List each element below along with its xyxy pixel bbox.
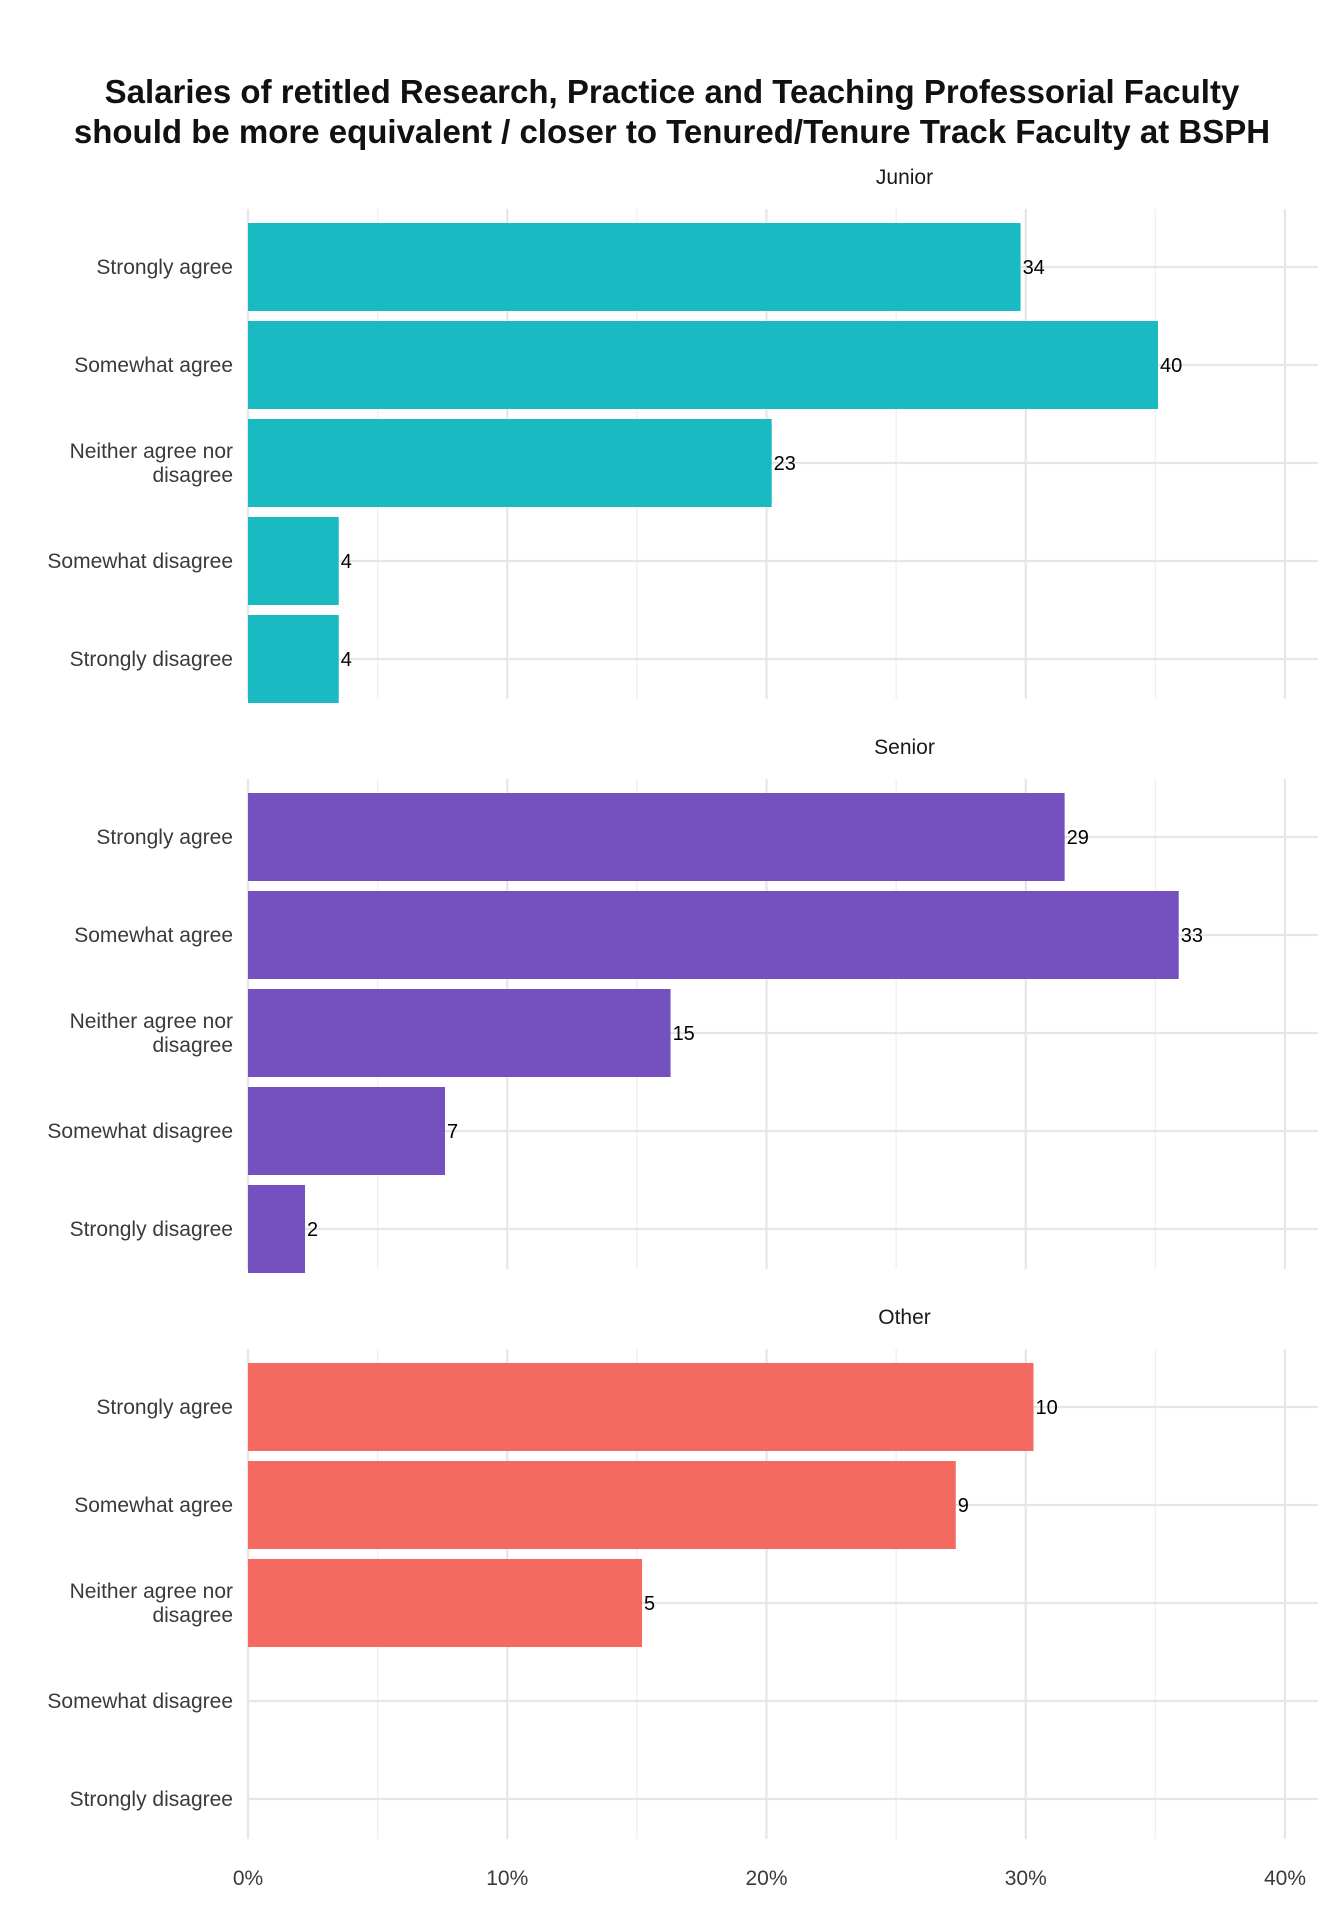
data-label-junior-0: 34 (1023, 257, 1045, 279)
data-label-junior-1: 40 (1160, 355, 1182, 377)
data-label-junior-3: 4 (341, 551, 352, 573)
category-label-line: Somewhat agree (74, 354, 233, 377)
bar-junior-4 (248, 615, 339, 703)
category-label-senior-4: Strongly disagree (70, 1218, 233, 1241)
category-label-line: Strongly agree (96, 1396, 233, 1419)
data-label-senior-0: 29 (1067, 827, 1089, 849)
chart-title: Salaries of retitled Research, Practice … (0, 72, 1344, 152)
bar-other-1 (248, 1461, 956, 1549)
category-label-senior-3: Somewhat disagree (47, 1120, 233, 1143)
data-label-other-0: 10 (1036, 1397, 1058, 1419)
category-label-junior-0: Strongly agree (96, 256, 233, 279)
category-label-line: Neither agree nor (70, 440, 233, 463)
category-label-senior-2: Neither agree nor disagree (70, 1010, 233, 1057)
category-label-line: disagree (152, 464, 233, 487)
category-label-line: Strongly disagree (70, 648, 233, 671)
category-label-other-2: Neither agree nor disagree (70, 1580, 233, 1627)
category-label-line: Strongly agree (96, 256, 233, 279)
facet-label-senior: Senior (874, 736, 935, 759)
data-label-junior-4: 4 (341, 649, 352, 671)
bar-senior-1 (248, 891, 1179, 979)
bar-junior-1 (248, 321, 1158, 409)
category-label-junior-1: Somewhat agree (74, 354, 233, 377)
category-label-line: Somewhat disagree (47, 1120, 233, 1143)
category-label-junior-2: Neither agree nor disagree (70, 440, 233, 487)
x-tick-label-4: 40% (1264, 1867, 1306, 1890)
bar-other-2 (248, 1559, 643, 1647)
x-tick-label-0: 0% (233, 1867, 263, 1890)
category-label-senior-1: Somewhat agree (74, 924, 233, 947)
bar-senior-2 (248, 989, 671, 1077)
category-label-line: Strongly agree (96, 826, 233, 849)
x-tick-label-1: 10% (486, 1867, 528, 1890)
bar-senior-3 (248, 1087, 446, 1175)
data-label-senior-3: 7 (447, 1121, 458, 1143)
category-label-line: Strongly disagree (70, 1218, 233, 1241)
bar-other-0 (248, 1363, 1034, 1451)
bar-junior-3 (248, 517, 339, 605)
category-label-line: disagree (152, 1034, 233, 1057)
category-label-senior-0: Strongly agree (96, 826, 233, 849)
data-label-senior-2: 15 (673, 1023, 695, 1045)
category-label-junior-4: Strongly disagree (70, 648, 233, 671)
data-label-other-2: 5 (644, 1593, 655, 1615)
category-label-line: Somewhat disagree (47, 550, 233, 573)
category-label-line: Neither agree nor (70, 1010, 233, 1033)
bar-junior-0 (248, 223, 1021, 311)
facet-label-other: Other (878, 1306, 931, 1329)
data-label-junior-2: 23 (774, 453, 796, 475)
category-label-junior-3: Somewhat disagree (47, 550, 233, 573)
data-label-senior-4: 2 (307, 1219, 318, 1241)
category-label-other-4: Strongly disagree (70, 1788, 233, 1811)
chart-title-line-1: Salaries of retitled Research, Practice … (104, 73, 1240, 110)
category-label-line: Strongly disagree (70, 1788, 233, 1811)
bar-senior-4 (248, 1185, 306, 1273)
x-tick-label-3: 30% (1005, 1867, 1047, 1890)
data-label-other-1: 9 (958, 1495, 969, 1517)
category-label-other-0: Strongly agree (96, 1396, 233, 1419)
facet-label-junior: Junior (876, 166, 933, 189)
bar-junior-2 (248, 419, 772, 507)
category-label-line: Somewhat agree (74, 924, 233, 947)
category-label-line: Neither agree nor (70, 1580, 233, 1603)
data-label-senior-1: 33 (1181, 925, 1203, 947)
category-label-line: Somewhat agree (74, 1494, 233, 1517)
category-label-other-1: Somewhat agree (74, 1494, 233, 1517)
category-label-line: disagree (152, 1604, 233, 1627)
x-tick-label-2: 20% (745, 1867, 787, 1890)
chart-title-line-2: should be more equivalent / closer to Te… (73, 113, 1271, 150)
category-label-line: Somewhat disagree (47, 1690, 233, 1713)
bar-senior-0 (248, 793, 1065, 881)
category-label-other-3: Somewhat disagree (47, 1690, 233, 1713)
